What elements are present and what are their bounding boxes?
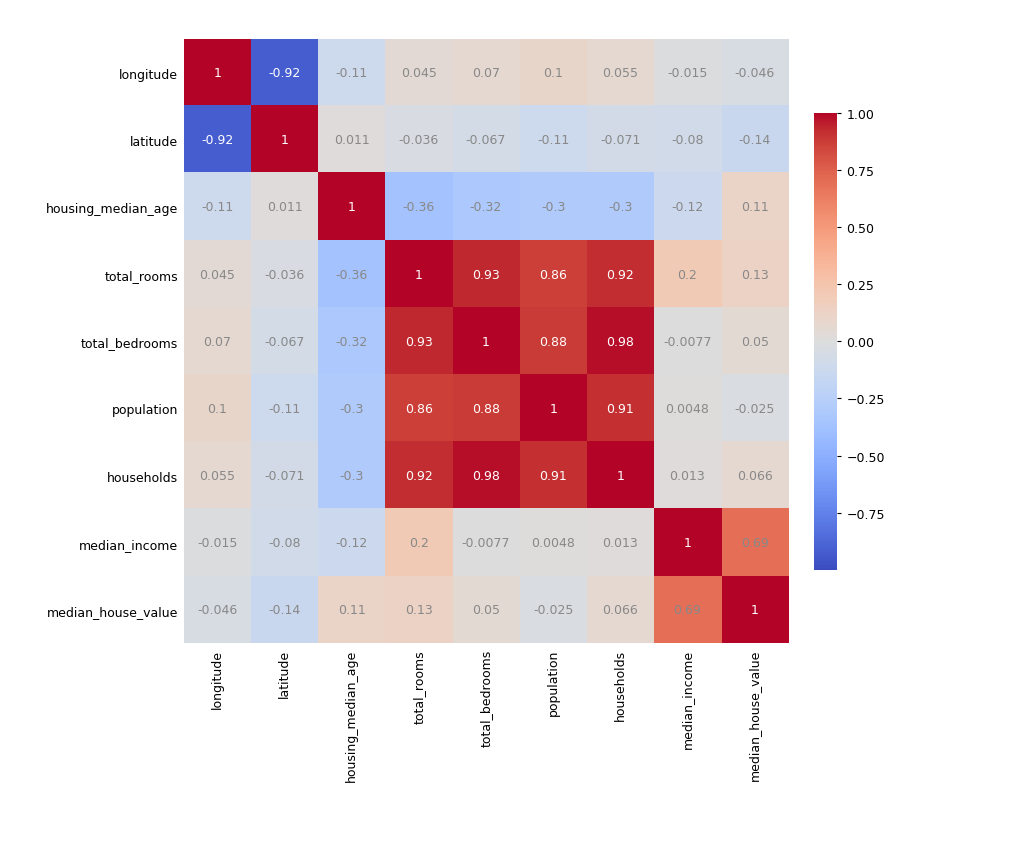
Text: -0.015: -0.015: [668, 67, 708, 80]
Text: 0.066: 0.066: [737, 469, 773, 483]
Text: -0.11: -0.11: [336, 67, 368, 80]
Text: -0.92: -0.92: [201, 134, 234, 147]
Text: 0.1: 0.1: [543, 67, 564, 80]
Text: 0.93: 0.93: [472, 268, 500, 281]
Text: 0.013: 0.013: [670, 469, 706, 483]
Text: -0.3: -0.3: [340, 469, 363, 483]
Text: 1: 1: [213, 67, 222, 80]
Text: 0.0048: 0.0048: [666, 403, 710, 415]
Text: 0.2: 0.2: [408, 537, 429, 549]
Text: 0.2: 0.2: [678, 268, 697, 281]
Text: -0.36: -0.36: [336, 268, 368, 281]
Text: -0.036: -0.036: [399, 134, 439, 147]
Text: 0.93: 0.93: [405, 335, 433, 349]
Text: 1: 1: [683, 537, 691, 549]
Text: 0.1: 0.1: [207, 403, 228, 415]
Text: 0.011: 0.011: [266, 201, 302, 214]
Text: -0.071: -0.071: [600, 134, 640, 147]
Text: 1: 1: [415, 268, 423, 281]
Text: 0.69: 0.69: [674, 603, 701, 617]
Text: 0.86: 0.86: [539, 268, 567, 281]
Text: -0.11: -0.11: [201, 201, 234, 214]
Text: 0.92: 0.92: [606, 268, 634, 281]
Text: -0.071: -0.071: [264, 469, 304, 483]
Text: -0.067: -0.067: [264, 335, 304, 349]
Text: -0.32: -0.32: [470, 201, 502, 214]
Text: 0.055: 0.055: [199, 469, 236, 483]
Text: -0.046: -0.046: [734, 67, 775, 80]
Text: -0.046: -0.046: [197, 603, 238, 617]
Text: 0.07: 0.07: [472, 67, 500, 80]
Text: 0.045: 0.045: [401, 67, 437, 80]
Text: 0.98: 0.98: [472, 469, 500, 483]
Text: -0.025: -0.025: [734, 403, 775, 415]
Text: 1: 1: [281, 134, 289, 147]
Text: -0.3: -0.3: [609, 201, 632, 214]
Text: 0.07: 0.07: [203, 335, 232, 349]
Text: 0.91: 0.91: [539, 469, 567, 483]
Text: 0.11: 0.11: [338, 603, 366, 617]
Text: 0.69: 0.69: [741, 537, 769, 549]
Text: -0.14: -0.14: [269, 603, 300, 617]
Text: 0.92: 0.92: [405, 469, 433, 483]
Text: -0.3: -0.3: [340, 403, 363, 415]
Text: -0.11: -0.11: [537, 134, 570, 147]
Text: 0.11: 0.11: [741, 201, 769, 214]
Text: 0.88: 0.88: [539, 335, 567, 349]
Text: 0.055: 0.055: [602, 67, 638, 80]
Text: -0.0077: -0.0077: [664, 335, 712, 349]
Text: -0.14: -0.14: [738, 134, 771, 147]
Text: 0.05: 0.05: [740, 335, 769, 349]
Text: 0.13: 0.13: [405, 603, 433, 617]
Text: 1: 1: [549, 403, 557, 415]
Text: 0.011: 0.011: [334, 134, 370, 147]
Text: -0.0077: -0.0077: [461, 537, 510, 549]
Text: 1: 1: [348, 201, 355, 214]
Text: -0.32: -0.32: [336, 335, 368, 349]
Text: -0.3: -0.3: [541, 201, 566, 214]
Text: -0.12: -0.12: [672, 201, 703, 214]
Text: -0.12: -0.12: [336, 537, 368, 549]
Text: 0.86: 0.86: [405, 403, 433, 415]
Text: 0.05: 0.05: [472, 603, 500, 617]
Text: 0.066: 0.066: [602, 603, 638, 617]
Text: 1: 1: [750, 603, 759, 617]
Text: -0.08: -0.08: [671, 134, 703, 147]
Text: 0.88: 0.88: [472, 403, 500, 415]
Text: -0.067: -0.067: [466, 134, 506, 147]
Text: -0.92: -0.92: [269, 67, 300, 80]
Text: 0.13: 0.13: [741, 268, 769, 281]
Text: 0.91: 0.91: [606, 403, 634, 415]
Text: 0.013: 0.013: [602, 537, 638, 549]
Text: -0.11: -0.11: [269, 403, 300, 415]
Text: 1: 1: [617, 469, 624, 483]
Text: -0.36: -0.36: [402, 201, 435, 214]
Text: 1: 1: [482, 335, 490, 349]
Text: -0.025: -0.025: [533, 603, 574, 617]
Text: -0.08: -0.08: [269, 537, 301, 549]
Text: 0.98: 0.98: [606, 335, 634, 349]
Text: 0.045: 0.045: [199, 268, 235, 281]
Text: 0.0048: 0.0048: [531, 537, 575, 549]
Text: -0.036: -0.036: [264, 268, 304, 281]
Text: -0.015: -0.015: [197, 537, 238, 549]
